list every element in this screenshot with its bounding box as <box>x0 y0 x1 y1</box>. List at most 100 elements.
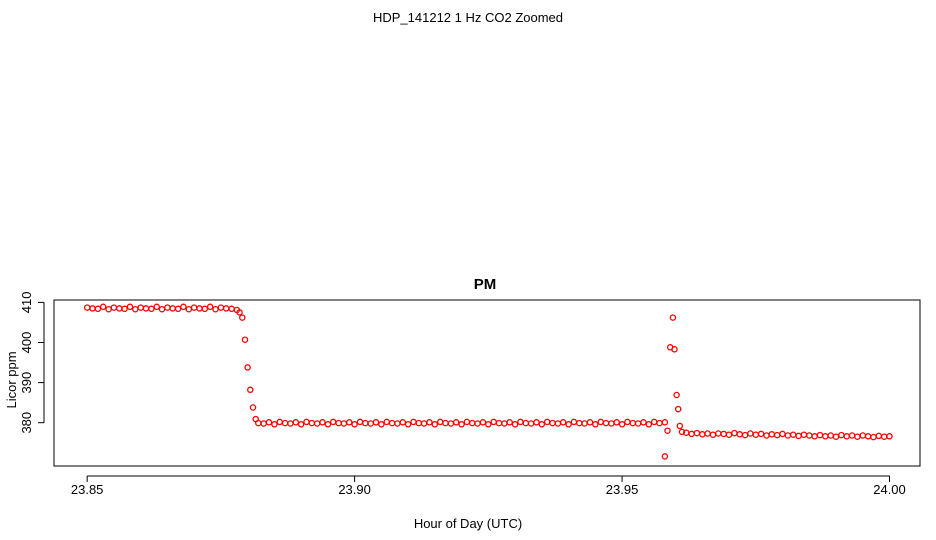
data-point <box>351 421 358 428</box>
data-point <box>731 429 738 437</box>
data-point <box>404 421 412 428</box>
data-point <box>340 420 348 427</box>
data-point <box>688 430 695 438</box>
data-point <box>586 419 594 426</box>
data-point <box>121 305 128 313</box>
data-point <box>827 432 834 439</box>
chart-title: PM <box>474 276 497 293</box>
data-point <box>463 418 471 426</box>
data-point <box>297 421 305 428</box>
data-point <box>650 418 658 426</box>
data-point <box>458 421 465 428</box>
data-point <box>506 419 513 426</box>
data-point <box>671 346 678 353</box>
data-point <box>768 431 776 438</box>
data-point <box>174 305 182 313</box>
data-point <box>388 419 396 427</box>
data-point <box>725 431 733 438</box>
data-point <box>126 303 134 311</box>
data-point <box>608 420 615 427</box>
data-point <box>800 431 808 438</box>
x-tick-label: 23.90 <box>338 482 371 497</box>
data-point <box>292 419 300 426</box>
data-point <box>372 419 380 426</box>
data-point <box>442 419 449 427</box>
data-point <box>239 314 246 321</box>
data-point <box>469 419 476 427</box>
data-point <box>362 419 369 427</box>
data-point <box>640 419 647 426</box>
data-point <box>222 305 230 312</box>
data-point <box>474 420 481 427</box>
data-point <box>613 419 620 426</box>
data-point <box>276 418 283 426</box>
data-point <box>89 305 96 312</box>
data-point <box>693 429 701 437</box>
data-point <box>527 420 535 427</box>
data-point <box>779 430 786 438</box>
data-point <box>538 421 546 428</box>
data-point <box>94 305 102 313</box>
data-point <box>554 420 562 427</box>
data-point <box>522 419 530 427</box>
data-point <box>645 421 653 428</box>
x-tick-label: 24.00 <box>873 482 906 497</box>
data-point <box>99 303 107 311</box>
data-point <box>709 431 717 438</box>
x-axis: 23.85 23.90 23.95 24.00 <box>71 475 906 497</box>
data-point <box>602 419 610 427</box>
data-point <box>281 419 289 427</box>
data-point <box>346 419 353 426</box>
data-point <box>624 418 631 426</box>
data-point <box>137 304 144 311</box>
data-point <box>795 432 802 440</box>
data-point <box>247 386 254 394</box>
data-point <box>549 419 556 427</box>
data-point <box>399 419 407 426</box>
data-points <box>83 303 893 460</box>
data-point <box>83 304 91 311</box>
data-point <box>673 391 680 399</box>
data-point <box>581 420 588 427</box>
y-tick-label: 390 <box>19 372 34 394</box>
data-point <box>244 364 251 371</box>
x-tick-label: 23.95 <box>606 482 639 497</box>
data-point <box>378 421 385 428</box>
data-point <box>629 419 637 427</box>
data-point <box>736 431 743 438</box>
data-point <box>773 431 781 439</box>
data-point <box>757 430 765 438</box>
data-point <box>180 303 187 311</box>
data-point <box>848 432 856 439</box>
data-point <box>875 432 883 440</box>
data-point <box>426 419 433 426</box>
data-point <box>676 422 684 430</box>
data-point <box>854 433 861 440</box>
data-point <box>236 309 243 316</box>
data-point <box>452 419 460 426</box>
data-point <box>485 421 492 428</box>
data-point <box>490 418 497 426</box>
data-point <box>870 433 877 441</box>
data-point <box>132 305 139 313</box>
data-point <box>715 430 722 437</box>
data-point <box>313 420 321 427</box>
y-tick-label: 380 <box>19 412 34 434</box>
data-point <box>356 418 364 426</box>
data-point <box>217 304 225 311</box>
data-point <box>415 419 423 427</box>
data-point <box>479 419 487 426</box>
data-point <box>319 419 326 426</box>
data-point <box>105 305 112 313</box>
data-point <box>634 420 642 427</box>
data-point <box>190 304 198 311</box>
data-point <box>741 431 749 439</box>
x-tick-label: 23.85 <box>71 482 104 497</box>
data-point <box>164 304 171 311</box>
y-tick-label: 410 <box>19 292 34 314</box>
data-point <box>838 431 845 439</box>
plot-frame <box>53 299 921 467</box>
data-point <box>784 432 792 439</box>
data-point <box>324 421 332 428</box>
